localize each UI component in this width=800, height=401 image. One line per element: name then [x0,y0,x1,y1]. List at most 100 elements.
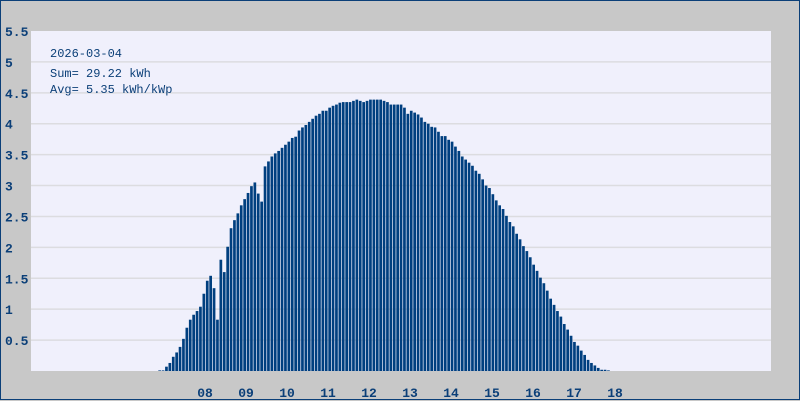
bar [474,170,478,371]
bar [212,288,216,371]
bar [426,123,430,372]
bar [209,275,212,371]
bar [185,327,189,371]
bar [583,354,586,371]
y-tick-label: 3 [5,180,13,195]
bar [409,110,413,371]
bar [586,359,590,371]
bar [539,277,542,371]
bar [338,102,342,371]
bar [345,102,348,371]
bar [311,118,314,371]
bar [420,117,423,371]
bar [403,107,406,372]
x-tick-label: 15 [484,386,500,401]
bar [341,102,345,371]
bar [569,335,573,371]
y-tick-label: 4 [5,118,13,133]
bar [399,104,403,372]
bar [528,257,532,371]
bar [579,350,583,371]
x-tick-label: 11 [320,386,336,401]
bar [243,199,246,371]
x-tick-label: 14 [443,386,459,401]
bar [430,126,433,372]
bar [290,137,294,371]
x-tick-label: 10 [279,386,295,401]
x-tick-label: 09 [238,386,254,401]
bar [457,150,461,371]
bar [229,228,233,371]
bar [600,369,603,371]
chart-date-title: 2026-03-04 [50,47,122,61]
bar [294,136,297,371]
bar [596,367,600,371]
bar [494,200,498,371]
bar [559,316,563,371]
x-tick-label: 18 [607,386,623,401]
bar [161,370,165,371]
x-tick-label: 16 [525,386,541,401]
bar [263,166,267,371]
bar [413,112,416,371]
bar [301,127,304,371]
bar [287,141,291,371]
bar [556,311,559,371]
y-tick-label: 3.5 [5,149,29,164]
bar [365,100,369,371]
bar [226,246,229,371]
bar [348,102,352,371]
bar [491,194,495,371]
bar [566,329,569,371]
bar [454,146,457,371]
y-tick-label: 2.5 [5,210,29,225]
bar [372,99,376,372]
bar [168,362,172,371]
bar [535,270,539,371]
y-tick-label: 5.5 [5,25,29,40]
bar [515,233,518,371]
bar [369,99,372,372]
bar [488,188,491,371]
bar [270,156,274,371]
x-tick-label: 08 [197,386,213,401]
y-tick-label: 5 [5,56,13,71]
bar [355,99,359,372]
y-tick-label: 2 [5,241,13,256]
bar [233,220,236,371]
bar [216,319,219,371]
bar [178,346,182,371]
bar [552,304,556,371]
bar [260,201,263,371]
bar [280,147,284,371]
bar [440,136,444,371]
bar [250,186,253,371]
bar [192,314,195,371]
bar [423,121,427,371]
sum-annotation: Sum= 29.22 kWh [50,67,151,81]
avg-annotation: Avg= 5.35 kWh/kWp [50,83,172,97]
bar [590,362,593,371]
bar [267,161,270,371]
bar [239,205,243,371]
bar [464,159,467,371]
bar [273,153,277,371]
bar [253,182,257,371]
y-tick-label: 0.5 [5,334,29,349]
bar [481,179,484,371]
bar [379,99,382,372]
x-tick-label: 17 [566,386,582,401]
bar [304,124,308,371]
bar [562,324,566,371]
bar [328,107,331,372]
bar [246,192,250,371]
bar [593,365,597,371]
bar [171,356,175,371]
bar [358,100,362,371]
bar [433,127,437,371]
bar [447,139,450,371]
bar [321,110,325,371]
bar [165,366,168,371]
bar [392,104,396,372]
